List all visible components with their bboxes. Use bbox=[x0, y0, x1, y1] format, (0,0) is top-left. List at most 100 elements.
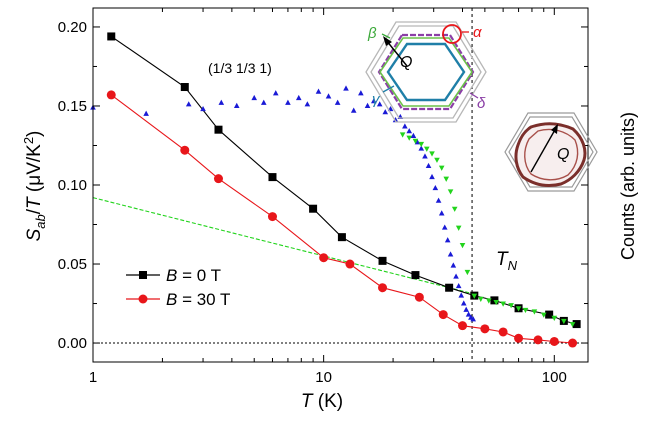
q-arrowhead-top bbox=[383, 36, 392, 46]
series-group bbox=[90, 32, 581, 348]
series-3-point bbox=[531, 309, 538, 315]
fermi-surface-inset-bottom: Q bbox=[504, 112, 598, 192]
gamma-label: γ bbox=[372, 91, 381, 108]
series-0-point bbox=[268, 173, 277, 182]
nesting-contour-inner bbox=[524, 128, 579, 181]
series-1-point bbox=[549, 336, 559, 346]
q-arrowhead-bottom bbox=[551, 124, 558, 134]
series-2-point bbox=[425, 162, 432, 169]
y-tick-label: 0.20 bbox=[58, 19, 87, 36]
series-2-point bbox=[285, 99, 291, 105]
series-0-point bbox=[337, 233, 346, 242]
beta-sheet bbox=[379, 37, 473, 107]
series-0-point bbox=[545, 310, 554, 319]
x-tick-label: 10 bbox=[315, 369, 332, 386]
series-2-point bbox=[444, 237, 451, 243]
series-2-point bbox=[350, 107, 357, 113]
series-2-point bbox=[392, 117, 399, 123]
series-2-point bbox=[233, 102, 240, 108]
series-1-point bbox=[533, 335, 543, 345]
series-2-point bbox=[343, 85, 349, 91]
series-3-point bbox=[515, 306, 522, 312]
series-1-point bbox=[568, 338, 578, 348]
series-1-point bbox=[480, 324, 490, 334]
series-2-point bbox=[272, 90, 279, 96]
series-1-point bbox=[106, 90, 116, 100]
series-3-point bbox=[455, 225, 462, 231]
bottom-zone-outer bbox=[504, 112, 598, 192]
series-3-point bbox=[500, 301, 506, 307]
legend-marker-b30 bbox=[138, 294, 148, 304]
q-vector-top bbox=[385, 39, 408, 67]
legend-label-b30: B = 30 T bbox=[166, 290, 230, 309]
series-2-point bbox=[185, 101, 192, 107]
series-1-point bbox=[514, 333, 524, 343]
series-2-point bbox=[371, 98, 377, 104]
series-2-point bbox=[429, 173, 435, 180]
series-2-point bbox=[376, 101, 383, 107]
series-2-point bbox=[251, 94, 258, 101]
series-2-point bbox=[364, 102, 371, 108]
series-2-point bbox=[358, 90, 364, 96]
series-1-point bbox=[438, 310, 448, 320]
series-1-point bbox=[267, 212, 277, 222]
y-axis-title: Sab/T (μV/K2) bbox=[21, 131, 48, 242]
series-0-point bbox=[445, 283, 454, 292]
q-label-bottom: Q bbox=[557, 146, 569, 163]
series-1-point bbox=[319, 253, 329, 263]
gamma-sheet bbox=[386, 42, 466, 102]
beta-label: β bbox=[367, 25, 377, 42]
series-3-point bbox=[485, 298, 492, 304]
series-2-point bbox=[260, 99, 267, 105]
tn-label: TN bbox=[496, 249, 518, 273]
series-3-point bbox=[493, 299, 500, 306]
series-0-point bbox=[180, 83, 189, 92]
series-1-point bbox=[345, 259, 355, 269]
series-2-point bbox=[315, 88, 322, 94]
series-3-point bbox=[540, 312, 547, 318]
q-vector-bottom bbox=[530, 127, 557, 173]
series-2-point bbox=[406, 128, 413, 134]
series-2-point bbox=[432, 184, 439, 191]
series-1-point bbox=[458, 321, 468, 331]
series-3-point bbox=[399, 132, 406, 138]
series-2-point bbox=[414, 139, 421, 145]
series-3-point bbox=[551, 315, 558, 321]
x-tick-label: 100 bbox=[542, 369, 567, 386]
series-3-point bbox=[429, 151, 435, 157]
series-0-point bbox=[214, 125, 223, 134]
y-tick-label: 0.00 bbox=[58, 335, 87, 352]
series-3-point bbox=[508, 303, 514, 309]
series-2-point bbox=[463, 306, 469, 312]
series-2-point bbox=[435, 197, 442, 203]
alpha-label: α bbox=[473, 24, 482, 41]
wavevector-label: (1/3 1/3 1) bbox=[208, 60, 272, 76]
axes-group: 1 10 100 0.00 0.05 0.10 0.15 0.20 bbox=[58, 8, 588, 386]
series-3-point bbox=[471, 293, 478, 299]
plot-area bbox=[93, 8, 588, 362]
series-2-point bbox=[304, 101, 311, 107]
series-2-point bbox=[334, 99, 341, 105]
series-1-line bbox=[110, 94, 573, 344]
series-2-point bbox=[465, 311, 472, 317]
series-2-point bbox=[450, 262, 457, 268]
series-2-point bbox=[418, 145, 425, 151]
delta-label: δ bbox=[477, 95, 486, 112]
series-2-point bbox=[422, 153, 428, 159]
series-1-point bbox=[378, 283, 388, 293]
x-tick-label: 1 bbox=[89, 369, 97, 386]
series-2-point bbox=[458, 292, 465, 298]
series-3-point bbox=[561, 318, 567, 325]
series-3-point bbox=[443, 176, 450, 182]
q-label-top: Q bbox=[400, 54, 412, 71]
delta-pointer bbox=[469, 92, 479, 99]
series-3-point bbox=[412, 138, 419, 144]
brillouin-zone-outer bbox=[365, 21, 487, 123]
series-0-point bbox=[411, 271, 420, 280]
gamma-pointer bbox=[382, 85, 395, 93]
series-3-point bbox=[406, 135, 413, 141]
series-3-point bbox=[464, 269, 471, 276]
series-3-point bbox=[451, 206, 458, 212]
series-1-point bbox=[414, 292, 424, 302]
series-2-point bbox=[325, 93, 332, 99]
